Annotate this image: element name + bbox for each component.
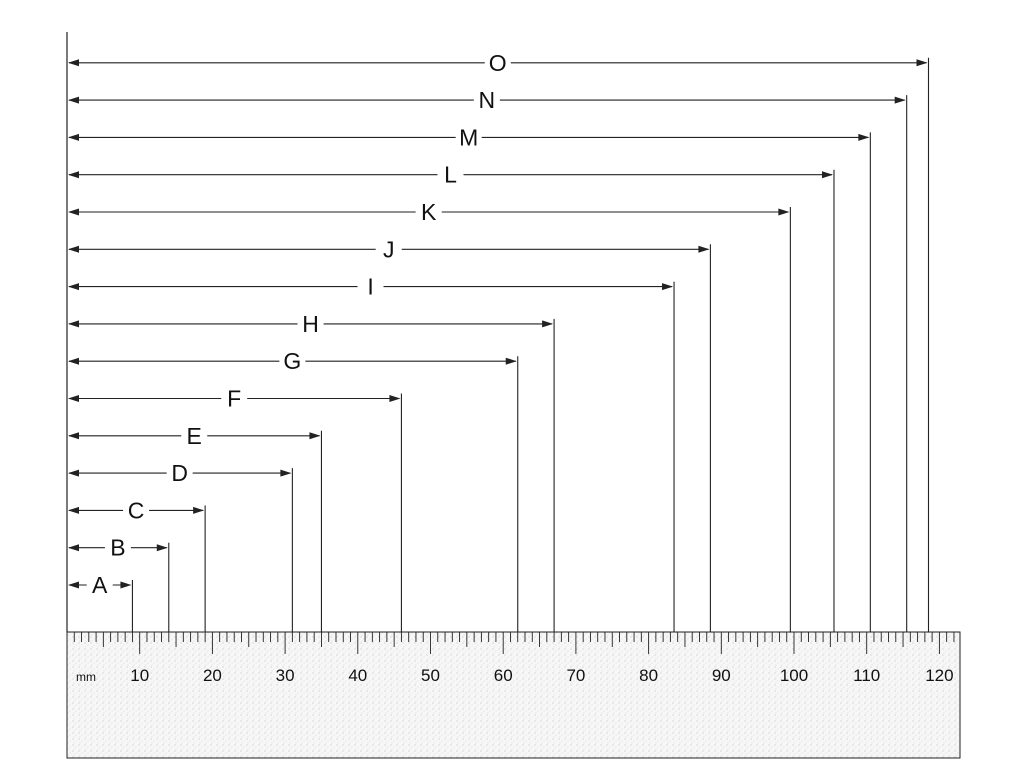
arrowhead-left — [68, 96, 79, 104]
ruler-body — [66, 631, 961, 759]
dimension-o: O — [68, 50, 930, 632]
ruler-number: 100 — [780, 666, 808, 685]
arrowhead-left — [68, 432, 79, 440]
dimension-b: B — [68, 535, 170, 632]
dimension-label: F — [227, 386, 241, 412]
dimension-label: O — [489, 50, 507, 76]
dimension-label: G — [283, 348, 301, 374]
dimension-label: C — [128, 497, 145, 523]
ruler-number: 70 — [566, 666, 585, 685]
arrowhead-left — [68, 59, 79, 67]
dimension-label: B — [110, 535, 125, 561]
arrowhead-right — [389, 395, 401, 402]
ruler-number: 40 — [348, 666, 367, 685]
arrowhead-right — [542, 320, 554, 328]
dimension-j: J — [68, 236, 711, 632]
dimension-i: I — [68, 274, 675, 632]
dimension-e: E — [68, 423, 323, 632]
dimension-label: D — [171, 460, 188, 486]
arrowhead-left — [68, 581, 79, 589]
dimension-c: C — [68, 497, 206, 632]
arrowhead-right — [662, 283, 674, 291]
arrowhead-left — [68, 245, 79, 253]
dimension-h: H — [68, 311, 555, 632]
arrowhead-right — [120, 581, 132, 589]
arrowhead-left — [68, 171, 79, 179]
arrowhead-right — [821, 171, 833, 179]
dimension-label: J — [383, 236, 395, 262]
dimension-d: D — [68, 460, 293, 632]
arrowhead-left — [68, 208, 79, 216]
dimension-label: A — [92, 572, 108, 598]
dimension-label: I — [367, 274, 373, 300]
arrowhead-right — [894, 96, 906, 104]
dimension-label: M — [459, 124, 478, 150]
arrowhead-left — [68, 133, 79, 141]
arrowhead-left — [68, 469, 79, 477]
arrowhead-left — [68, 320, 79, 328]
ruler-number: 120 — [925, 666, 953, 685]
dimension-label: H — [302, 311, 319, 337]
dimension-a: A — [68, 572, 133, 632]
arrowhead-left — [68, 357, 79, 365]
ruler-number: 10 — [130, 666, 149, 685]
arrowhead-right — [309, 432, 321, 440]
arrowhead-left — [68, 395, 79, 402]
arrowhead-right — [280, 469, 292, 477]
dimension-label: E — [187, 423, 202, 449]
arrowhead-right — [505, 357, 517, 365]
ruler-tick-labels: 10 20 30 40 50 60 70 80 90 100 110 120 — [130, 666, 953, 685]
ruler-number: 60 — [494, 666, 513, 685]
arrowhead-right — [916, 59, 928, 67]
ruler-number: 80 — [639, 666, 658, 685]
arrowhead-left — [68, 506, 79, 514]
dimension-m: M — [68, 124, 871, 632]
arrowhead-left — [68, 544, 79, 552]
ruler: 10 20 30 40 50 60 70 80 90 100 110 120 mm — [66, 631, 961, 759]
dimension-f: F — [68, 386, 402, 632]
ruler-number: 110 — [853, 666, 880, 685]
dimension-label: N — [479, 87, 496, 113]
dimension-l: L — [68, 162, 835, 632]
arrowhead-right — [156, 544, 168, 552]
arrowhead-right — [778, 208, 790, 216]
dimension-g: G — [68, 348, 519, 632]
dimension-label: L — [444, 162, 457, 188]
arrowhead-right — [193, 506, 205, 514]
arrowhead-left — [68, 283, 79, 291]
arrowhead-right — [858, 133, 870, 141]
ruler-number: 90 — [712, 666, 731, 685]
ruler-ticks — [66, 632, 955, 654]
arrowhead-right — [698, 245, 710, 253]
ruler-number: 20 — [203, 666, 222, 685]
ruler-number: 30 — [276, 666, 295, 685]
ruler-number: 50 — [421, 666, 440, 685]
unit-label: mm — [76, 670, 96, 684]
dimension-k: K — [68, 199, 791, 632]
dimension-n: N — [68, 87, 908, 632]
dimension-label: K — [421, 199, 437, 225]
